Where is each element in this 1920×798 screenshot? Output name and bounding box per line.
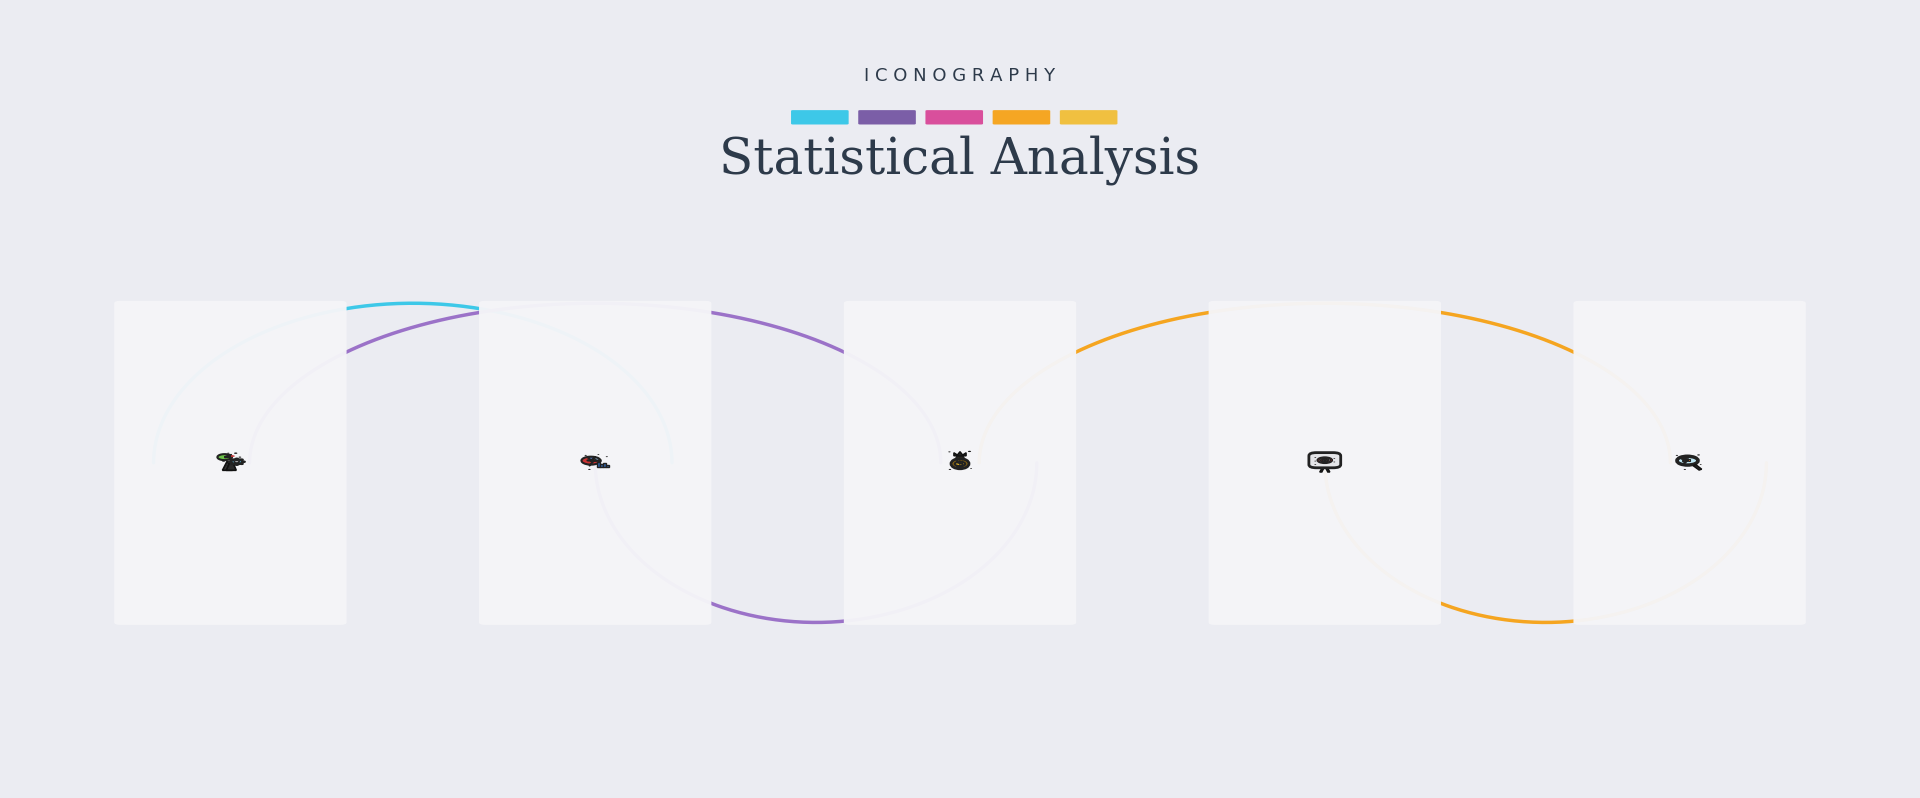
Text: Statistical Analysis: Statistical Analysis xyxy=(720,135,1200,184)
FancyBboxPatch shape xyxy=(601,464,603,468)
FancyBboxPatch shape xyxy=(597,461,599,468)
Circle shape xyxy=(234,460,240,463)
Circle shape xyxy=(1321,458,1329,462)
Circle shape xyxy=(1684,469,1686,470)
Polygon shape xyxy=(227,459,236,470)
Circle shape xyxy=(968,451,972,452)
Circle shape xyxy=(240,459,244,460)
Circle shape xyxy=(236,464,238,465)
FancyBboxPatch shape xyxy=(845,301,1075,625)
FancyBboxPatch shape xyxy=(1210,301,1440,625)
FancyBboxPatch shape xyxy=(480,301,710,625)
FancyBboxPatch shape xyxy=(1688,459,1690,461)
Wedge shape xyxy=(582,457,601,464)
Circle shape xyxy=(1323,459,1327,461)
Circle shape xyxy=(1319,458,1331,463)
Circle shape xyxy=(236,458,238,460)
FancyBboxPatch shape xyxy=(1682,460,1684,461)
Circle shape xyxy=(227,452,230,454)
FancyBboxPatch shape xyxy=(925,110,983,124)
Circle shape xyxy=(230,460,242,464)
Circle shape xyxy=(234,452,238,454)
Circle shape xyxy=(588,469,591,470)
Wedge shape xyxy=(588,456,595,460)
FancyBboxPatch shape xyxy=(993,110,1050,124)
Circle shape xyxy=(223,460,225,462)
Wedge shape xyxy=(217,454,232,460)
FancyBboxPatch shape xyxy=(1060,110,1117,124)
FancyBboxPatch shape xyxy=(791,110,849,124)
Text: I C O N O G R A P H Y: I C O N O G R A P H Y xyxy=(864,67,1056,85)
Circle shape xyxy=(1697,454,1699,456)
Circle shape xyxy=(1676,456,1697,465)
Polygon shape xyxy=(232,456,234,457)
Polygon shape xyxy=(223,461,232,470)
Circle shape xyxy=(954,462,966,466)
FancyBboxPatch shape xyxy=(858,110,916,124)
Circle shape xyxy=(948,469,950,470)
FancyBboxPatch shape xyxy=(113,301,346,625)
Circle shape xyxy=(607,456,609,457)
Wedge shape xyxy=(225,456,232,457)
Wedge shape xyxy=(591,457,601,460)
Ellipse shape xyxy=(950,459,970,468)
Text: $: $ xyxy=(954,457,966,471)
Circle shape xyxy=(1676,455,1678,456)
FancyBboxPatch shape xyxy=(1684,459,1688,461)
Circle shape xyxy=(238,456,242,458)
Polygon shape xyxy=(1325,464,1331,472)
Polygon shape xyxy=(1319,464,1325,472)
FancyBboxPatch shape xyxy=(1309,452,1340,468)
Circle shape xyxy=(228,461,230,462)
Circle shape xyxy=(1317,457,1332,464)
FancyBboxPatch shape xyxy=(1574,301,1805,625)
Polygon shape xyxy=(954,452,966,456)
FancyBboxPatch shape xyxy=(607,464,609,468)
Circle shape xyxy=(230,459,232,460)
Polygon shape xyxy=(1693,464,1701,470)
Circle shape xyxy=(584,455,588,456)
Circle shape xyxy=(242,461,246,462)
Polygon shape xyxy=(956,456,964,459)
FancyBboxPatch shape xyxy=(603,463,607,468)
